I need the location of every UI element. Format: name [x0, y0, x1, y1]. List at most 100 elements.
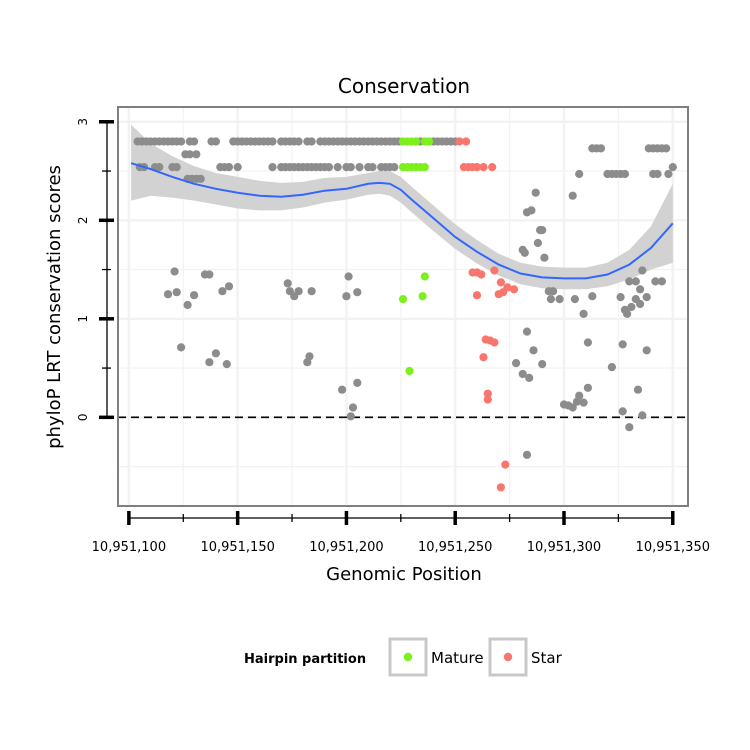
- point-other: [642, 293, 651, 302]
- point-other: [607, 363, 617, 372]
- point-mature: [418, 292, 427, 301]
- point-other: [294, 287, 303, 296]
- point-other: [211, 349, 220, 358]
- smooth-fit-line: [130, 162, 674, 280]
- legend-marker-mature: [403, 652, 413, 662]
- point-other: [190, 291, 199, 300]
- point-other: [338, 385, 347, 394]
- point-other: [529, 346, 538, 355]
- point-other: [531, 188, 540, 197]
- point-other: [596, 144, 606, 153]
- point-star: [494, 290, 503, 299]
- point-other: [651, 277, 660, 286]
- point-star: [479, 353, 488, 362]
- point-star: [488, 163, 497, 172]
- point-star: [503, 283, 512, 292]
- confidence-band: [131, 124, 673, 290]
- legend-title: Hairpin partition: [244, 652, 366, 667]
- point-other: [177, 137, 186, 146]
- point-other: [631, 277, 640, 286]
- y-axis-label: phyloP LRT conservation scores: [44, 165, 65, 449]
- y-tick-label: 2: [76, 216, 90, 224]
- point-star: [462, 137, 471, 146]
- point-other: [390, 163, 399, 172]
- point-other: [520, 248, 529, 257]
- point-other: [283, 279, 292, 288]
- point-star: [490, 266, 499, 275]
- point-star: [472, 291, 482, 300]
- point-other: [353, 288, 362, 297]
- point-mature: [425, 137, 434, 146]
- point-other: [224, 163, 234, 172]
- point-other: [170, 267, 179, 276]
- point-star: [496, 483, 505, 492]
- point-star: [509, 285, 519, 294]
- point-other: [196, 174, 205, 183]
- point-other: [625, 277, 634, 286]
- legend-label-star: Star: [531, 649, 563, 667]
- point-other: [324, 163, 334, 172]
- point-star: [479, 163, 488, 172]
- legend-item-star: Star: [488, 637, 563, 677]
- point-other: [633, 385, 643, 394]
- point-other: [525, 373, 534, 382]
- legend-marker-star: [503, 652, 513, 662]
- point-other: [638, 411, 647, 420]
- x-tick-label: 10,951,250: [418, 540, 492, 555]
- x-axis-label: Genomic Position: [326, 564, 482, 585]
- point-mature: [398, 295, 408, 304]
- point-other: [172, 288, 181, 297]
- point-other: [616, 293, 625, 302]
- point-other: [549, 287, 558, 296]
- point-other: [642, 346, 651, 355]
- x-axis: 10,951,100 10,951,150 10,951,200 10,951,250…: [92, 511, 710, 555]
- point-mature: [412, 137, 421, 146]
- x-tick-label: 10,951,300: [527, 540, 601, 555]
- point-other: [620, 169, 630, 179]
- x-tick-label: 10,951,150: [200, 540, 274, 555]
- point-other: [625, 423, 634, 432]
- point-other: [538, 226, 547, 235]
- point-other: [348, 403, 358, 412]
- point-other: [218, 287, 227, 296]
- x-tick-label: 10,951,200: [309, 540, 383, 555]
- point-other: [583, 338, 593, 347]
- point-other: [307, 137, 316, 146]
- point-other: [172, 163, 181, 172]
- point-other: [518, 369, 527, 379]
- point-other: [346, 163, 355, 172]
- point-other: [353, 378, 362, 387]
- point-mature: [420, 272, 429, 281]
- point-other: [579, 309, 588, 318]
- point-other: [623, 309, 632, 318]
- y-axis: 0 1 2 3: [76, 118, 114, 421]
- point-other: [333, 163, 342, 172]
- point-star: [501, 460, 510, 469]
- data-points: [133, 137, 677, 492]
- point-other: [583, 383, 593, 392]
- point-other: [540, 253, 549, 262]
- point-mature: [420, 163, 429, 172]
- point-star: [455, 137, 464, 146]
- point-other: [268, 137, 277, 146]
- x-tick-label: 10,951,350: [636, 540, 710, 555]
- point-other: [653, 169, 662, 179]
- chart-title: Conservation: [338, 74, 470, 98]
- point-other: [664, 169, 673, 179]
- y-tick-label: 3: [76, 118, 90, 126]
- point-star: [472, 163, 482, 172]
- point-star: [483, 389, 492, 398]
- point-other: [538, 360, 547, 369]
- point-other: [268, 163, 277, 172]
- point-other: [636, 285, 645, 294]
- point-other: [183, 300, 192, 310]
- point-other: [668, 163, 677, 172]
- point-other: [555, 295, 564, 304]
- point-other: [568, 191, 577, 200]
- point-other: [570, 295, 580, 304]
- point-other: [522, 327, 532, 336]
- point-star: [496, 278, 505, 287]
- plot-panel-border: [117, 106, 689, 507]
- point-other: [211, 137, 220, 146]
- point-other: [546, 295, 556, 304]
